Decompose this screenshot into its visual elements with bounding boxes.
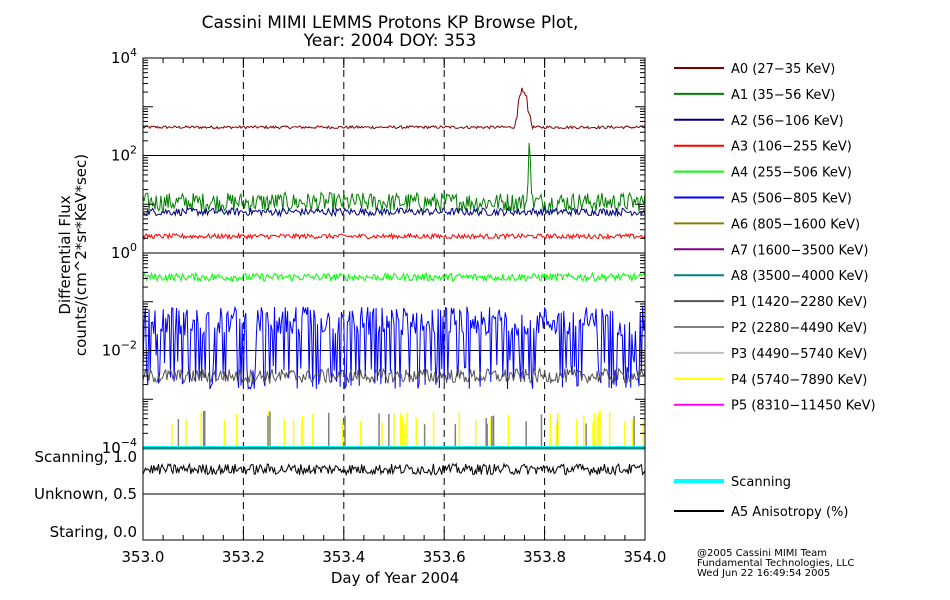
lower-tick-label-0: Scanning, 1.0 xyxy=(34,448,137,466)
series-line-4 xyxy=(142,271,646,283)
legend-label-9: P1 (1420−2280 KeV) xyxy=(731,295,867,310)
legend-label-12: P4 (5740−7890 KeV) xyxy=(731,373,867,388)
lower-tick-label-1: Unknown, 0.5 xyxy=(34,485,137,503)
legend-label-11: P3 (4490−5740 KeV) xyxy=(731,347,867,362)
legend: A0 (27−35 KeV) A1 (35−56 KeV) A2 (56−106 K… xyxy=(674,62,876,520)
anisotropy-line xyxy=(142,462,646,477)
y-tick-label-0: 104 xyxy=(111,46,137,67)
x-tick-label-0: 353.0 xyxy=(122,548,165,566)
y-tick-exponent: 2 xyxy=(130,144,137,157)
y-tick-label-3: 10−2 xyxy=(102,339,137,360)
credit-line1: @2005 Cassini MIMI Team xyxy=(697,548,827,559)
lower-tick-label-2: Staring, 0.0 xyxy=(50,523,137,541)
x-tick-label-5: 354.0 xyxy=(624,548,667,566)
series-line-2 xyxy=(142,206,646,218)
y-tick-exponent: 4 xyxy=(130,46,137,59)
lower-panel-frame xyxy=(142,447,646,541)
y-tick-exponent: −4 xyxy=(121,436,137,449)
legend-label-10: P2 (2280−4490 KeV) xyxy=(731,321,867,336)
legend-label-8: A8 (3500−4000 KeV) xyxy=(731,269,868,284)
y-tick-base: 10 xyxy=(102,342,121,360)
y-tick-base: 10 xyxy=(111,147,130,165)
series-layer xyxy=(142,87,646,448)
x-tick-label-4: 353.8 xyxy=(523,548,566,566)
legend-label-7: A7 (1600−3500 KeV) xyxy=(731,243,868,258)
y-tick-base: 10 xyxy=(102,439,121,457)
credit-line3: Wed Jun 22 16:49:54 2005 xyxy=(697,568,830,579)
series-line-1 xyxy=(142,142,646,214)
x-axis-label: Day of Year 2004 xyxy=(331,569,459,587)
credit-line2: Fundamental Technologies, LLC xyxy=(697,558,854,569)
y-tick-base: 10 xyxy=(111,49,130,67)
y-axis-label: Differential Flux counts/(cm^2*sr*KeV*se… xyxy=(56,154,90,356)
y-axis-label-line1: Differential Flux xyxy=(56,195,74,314)
chart-title-line2: Year: 2004 DOY: 353 xyxy=(303,31,477,51)
y-tick-label-1: 102 xyxy=(111,144,137,165)
series-line-5 xyxy=(142,305,646,390)
legend-label-6: A6 (805−1600 KeV) xyxy=(731,217,860,232)
y-axis-label-line2: counts/(cm^2*sr*KeV*sec) xyxy=(72,154,90,356)
x-tick-label-1: 353.2 xyxy=(222,548,265,566)
legend-label-0: A0 (27−35 KeV) xyxy=(731,62,835,77)
y-tick-label-4: 10−4 xyxy=(102,436,137,457)
legend-label-2: A2 (56−106 KeV) xyxy=(731,114,844,129)
legend-label-4: A4 (255−506 KeV) xyxy=(731,166,852,181)
x-tick-label-3: 353.6 xyxy=(423,548,466,566)
legend-label-5: A5 (506−805 KeV) xyxy=(731,192,852,207)
legend-label-13: P5 (8310−11450 KeV) xyxy=(731,399,876,414)
legend-label-1: A1 (35−56 KeV) xyxy=(731,88,835,103)
legend-label-3: A3 (106−255 KeV) xyxy=(731,140,852,155)
y-tick-exponent: −2 xyxy=(121,339,137,352)
series-line-3 xyxy=(142,232,646,241)
series-line-9 xyxy=(142,366,646,386)
legend-lower-label-1: A5 Anisotropy (%) xyxy=(731,505,848,520)
y-tick-base: 10 xyxy=(111,244,130,262)
x-tick-label-2: 353.4 xyxy=(322,548,365,566)
chart-title-line1: Cassini MIMI LEMMS Protons KP Browse Plo… xyxy=(202,13,579,33)
series-line-0 xyxy=(142,87,646,130)
legend-lower-label-0: Scanning xyxy=(731,475,791,490)
y-tick-label-2: 100 xyxy=(111,241,137,262)
y-tick-exponent: 0 xyxy=(130,241,137,254)
